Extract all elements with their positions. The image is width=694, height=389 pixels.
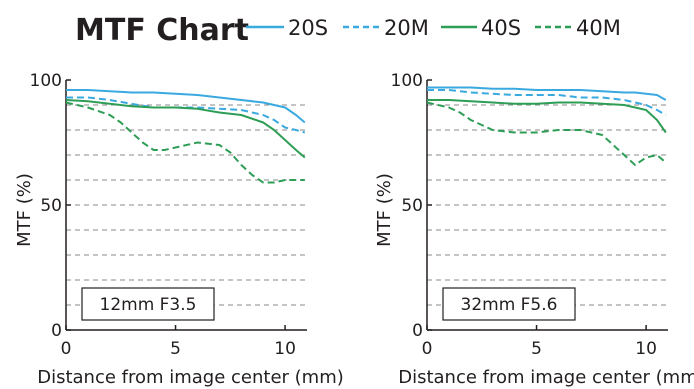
x-tick-label: 5 bbox=[170, 339, 181, 359]
legend-label-40s: 40S bbox=[481, 16, 521, 40]
chart-title: MTF Chart bbox=[75, 13, 249, 48]
y-axis-label: MTF (%) bbox=[14, 173, 35, 247]
annotation-text: 12mm F3.5 bbox=[100, 295, 197, 315]
series-line-40m bbox=[65, 101, 305, 184]
annotation-box bbox=[442, 287, 576, 321]
x-axis-label: Distance from image center (mm) bbox=[398, 367, 694, 388]
y-tick-label: 50 bbox=[401, 196, 423, 216]
y-tick-label: 100 bbox=[391, 71, 423, 91]
y-tick-label: 0 bbox=[412, 321, 423, 341]
y-axis-label: MTF (%) bbox=[374, 173, 395, 247]
annotation-box bbox=[81, 287, 215, 321]
legend: 20S 20M 40S 40M bbox=[246, 16, 621, 40]
series-line-20s bbox=[427, 86, 667, 101]
x-tick-label: 10 bbox=[635, 339, 657, 359]
series-line-40s bbox=[65, 99, 306, 159]
series-line-40s bbox=[427, 99, 667, 134]
series-line-20m bbox=[427, 89, 667, 116]
x-tick-label: 5 bbox=[531, 339, 542, 359]
y-tick-label: 0 bbox=[51, 321, 62, 341]
series-line-20m bbox=[66, 96, 306, 134]
x-tick-label: 10 bbox=[274, 339, 296, 359]
legend-label-20s: 20S bbox=[288, 16, 328, 40]
legend-item-40s: 40S bbox=[441, 16, 521, 40]
lens-annotation: 32mm F5.6 bbox=[442, 287, 576, 321]
lens-annotation: 12mm F3.5 bbox=[81, 287, 215, 321]
legend-item-20s: 20S bbox=[246, 16, 328, 40]
legend-item-20m: 20M bbox=[343, 16, 429, 40]
series-line-40m bbox=[426, 101, 667, 166]
legend-item-40m: 40M bbox=[535, 16, 621, 40]
chart-panel-2: 0 50 100 0 5 10 Distance from image center (mm… bbox=[374, 71, 694, 388]
x-axis-label: Distance from image center (mm) bbox=[37, 367, 344, 388]
legend-label-20m: 20M bbox=[384, 16, 429, 40]
x-tick-label: 0 bbox=[61, 339, 72, 359]
legend-label-40m: 40M bbox=[576, 16, 621, 40]
chart-panel-1: 0 50 100 0 5 10 Distance from image center (mm… bbox=[14, 71, 344, 388]
x-tick-label: 0 bbox=[422, 339, 433, 359]
series-line-20s bbox=[66, 89, 306, 124]
y-tick-label: 100 bbox=[30, 71, 62, 91]
y-tick-label: 50 bbox=[40, 196, 62, 216]
annotation-text: 32mm F5.6 bbox=[461, 295, 558, 315]
